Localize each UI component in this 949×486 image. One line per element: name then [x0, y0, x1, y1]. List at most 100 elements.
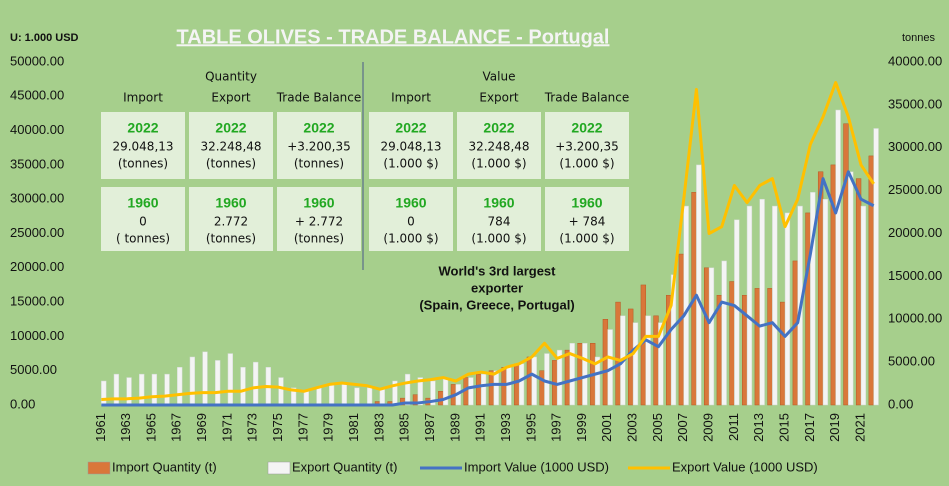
bar	[759, 198, 765, 406]
bar	[493, 370, 499, 406]
panel-box	[189, 187, 273, 251]
bar	[772, 205, 778, 406]
panel-box	[189, 112, 273, 179]
bar	[240, 367, 246, 406]
y-tick-label: 50000.00	[10, 53, 64, 68]
bar	[696, 164, 702, 406]
bar	[848, 171, 854, 406]
chart-title: TABLE OLIVES - TRADE BALANCE - Portugal	[177, 26, 610, 48]
line-series	[101, 170, 875, 407]
y-tick-label: 20000.00	[10, 259, 64, 274]
x-tick-label: 1989	[447, 413, 462, 442]
x-tick-label: 2007	[675, 413, 690, 442]
panel-year: 2022	[395, 120, 426, 136]
y-tick-label: 30000.00	[10, 191, 64, 206]
bar	[126, 377, 132, 406]
bar	[734, 219, 740, 406]
x-tick-label: 1973	[245, 413, 260, 442]
x-tick-label: 1991	[473, 413, 488, 442]
y-tick-label: 15000.00	[10, 294, 64, 309]
panel-year: 1960	[395, 195, 426, 211]
bar	[767, 288, 773, 406]
y2-tick-label: 15000.00	[888, 268, 942, 283]
panel-unit: (tonnes)	[294, 232, 344, 246]
panel-box	[545, 187, 629, 251]
bar	[539, 370, 545, 406]
panel-value: 29.048,13	[112, 140, 173, 154]
x-tick-label: 1979	[321, 413, 336, 442]
x-tick-label: 1985	[397, 413, 412, 442]
bar	[442, 377, 449, 406]
y2-tick-label: 5000.00	[888, 354, 935, 369]
annotation: World's 3rd largest	[439, 263, 557, 278]
bar	[341, 384, 347, 406]
panel-unit: (1.000 $)	[559, 157, 614, 171]
legend-label: Import Value (1000 USD)	[464, 459, 609, 474]
y-tick-label: 35000.00	[10, 156, 64, 171]
annotation: (Spain, Greece, Portugal)	[419, 297, 574, 312]
x-tick-label: 1997	[549, 413, 564, 442]
panel-box	[369, 112, 453, 179]
panel-year: 1960	[215, 195, 246, 211]
panel-value: 29.048,13	[380, 140, 441, 154]
bar	[278, 377, 284, 406]
bar	[602, 319, 609, 406]
panel-unit: (tonnes)	[294, 157, 344, 171]
bar	[501, 367, 507, 406]
bar	[658, 322, 664, 406]
bar	[805, 212, 811, 406]
bar	[721, 260, 727, 406]
x-tick-label: 1965	[143, 413, 158, 442]
bar	[430, 380, 436, 406]
bar	[556, 349, 563, 406]
bar	[354, 387, 360, 406]
bar	[164, 373, 170, 406]
x-tick-label: 1987	[422, 413, 437, 442]
panel-header: Trade Balance	[544, 91, 630, 105]
bar	[215, 360, 221, 406]
y2-axis-label: tonnes	[902, 32, 936, 44]
y-axis-label: U: 1.000 USD	[10, 32, 79, 44]
bar	[645, 315, 651, 406]
panel-title: Quantity	[205, 70, 257, 84]
x-tick-label: 2003	[625, 413, 640, 442]
bar	[544, 353, 550, 406]
y-tick-label: 45000.00	[10, 88, 64, 103]
panel-box	[277, 112, 361, 179]
bar	[792, 260, 798, 406]
x-tick-label: 1975	[270, 413, 285, 442]
panel-year: 1960	[127, 195, 158, 211]
bar	[328, 384, 335, 406]
bar	[708, 267, 715, 406]
panel-unit: (1.000 $)	[383, 157, 438, 171]
bar	[860, 205, 867, 406]
y2-tick-label: 20000.00	[888, 225, 942, 240]
panel-box	[457, 112, 541, 179]
x-tick-label: 2021	[852, 413, 867, 442]
bar	[822, 198, 829, 406]
bar	[704, 267, 710, 406]
panel-box	[369, 187, 453, 251]
panel-year: 2022	[303, 120, 334, 136]
panel-box	[277, 187, 361, 251]
line-series	[101, 81, 875, 402]
panel-year: 2022	[571, 120, 602, 136]
bar	[843, 123, 849, 406]
bar	[653, 315, 659, 406]
bar	[303, 391, 309, 406]
panel-value: 2.772	[214, 215, 248, 229]
bar	[569, 343, 575, 406]
x-tick-label: 2019	[827, 413, 842, 442]
panel-unit: (tonnes)	[206, 232, 256, 246]
bar	[480, 373, 487, 406]
panel-year: 1960	[571, 195, 602, 211]
bar	[531, 356, 537, 406]
bar	[716, 294, 722, 406]
bar	[729, 281, 735, 406]
panel-box	[545, 112, 629, 179]
bar	[189, 356, 196, 406]
bar	[518, 363, 525, 406]
x-tick-label: 1963	[118, 413, 133, 442]
y2-tick-label: 25000.00	[888, 182, 942, 197]
